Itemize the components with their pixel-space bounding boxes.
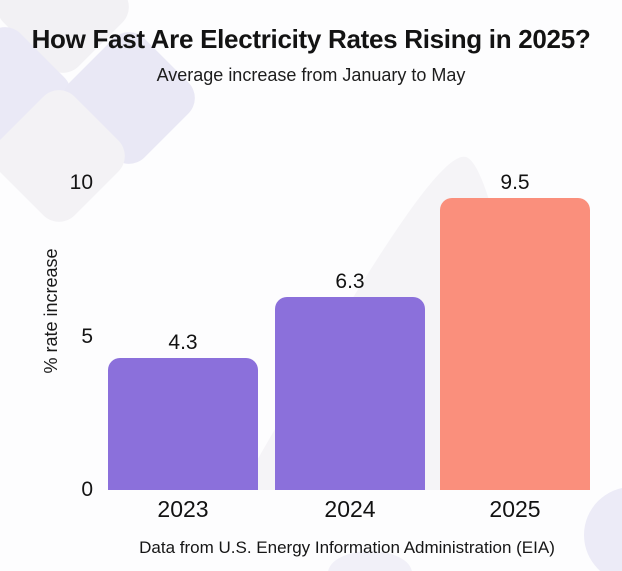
x-category-label: 2024 <box>324 496 376 522</box>
y-tick-label: 5 <box>81 324 93 348</box>
chart-title: How Fast Are Electricity Rates Rising in… <box>31 24 591 54</box>
bar-2023 <box>108 358 258 490</box>
bar-2025 <box>440 198 590 490</box>
source-note: Data from U.S. Energy Information Admini… <box>139 538 555 557</box>
x-category-label: 2025 <box>489 496 541 522</box>
y-axis-title: % rate increase <box>41 248 61 374</box>
bar-value-label: 6.3 <box>335 270 365 293</box>
y-tick-label: 10 <box>69 171 93 194</box>
deco-blob-bottom-center <box>328 551 412 571</box>
chart-subtitle: Average increase from January to May <box>156 65 466 85</box>
bar-value-label: 9.5 <box>500 171 530 194</box>
bar-value-label: 4.3 <box>168 331 198 354</box>
y-tick-label: 0 <box>81 478 93 501</box>
bar-2024 <box>275 297 425 490</box>
x-category-label: 2023 <box>157 496 209 522</box>
header: How Fast Are Electricity Rates Rising in… <box>0 0 622 86</box>
